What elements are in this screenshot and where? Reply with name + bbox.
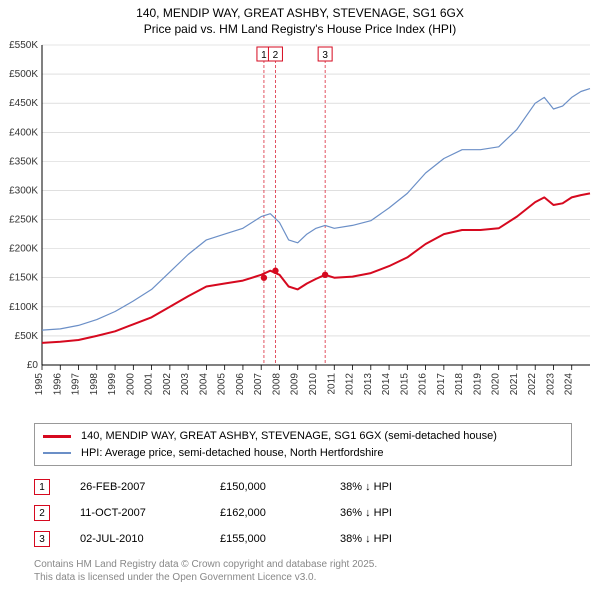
sale-marker-2: 2 xyxy=(34,505,50,521)
svg-text:£550K: £550K xyxy=(9,40,38,51)
sale-row: 3 02-JUL-2010 £155,000 38% ↓ HPI xyxy=(34,526,600,552)
title-line2: Price paid vs. HM Land Registry's House … xyxy=(144,22,456,36)
sale-row: 2 11-OCT-2007 £162,000 36% ↓ HPI xyxy=(34,500,600,526)
sale-date: 02-JUL-2010 xyxy=(80,533,220,545)
svg-text:2009: 2009 xyxy=(290,373,301,396)
footer-line1: Contains HM Land Registry data © Crown c… xyxy=(34,559,377,570)
svg-text:£50K: £50K xyxy=(15,331,39,342)
svg-text:2014: 2014 xyxy=(381,373,392,396)
sale-diff: 36% ↓ HPI xyxy=(340,507,460,519)
svg-text:2023: 2023 xyxy=(545,373,556,396)
svg-text:2000: 2000 xyxy=(125,373,136,396)
svg-text:2002: 2002 xyxy=(162,373,173,396)
legend-swatch-hpi xyxy=(43,452,71,454)
sale-marker-3: 3 xyxy=(34,531,50,547)
svg-text:3: 3 xyxy=(322,50,328,61)
svg-text:2012: 2012 xyxy=(345,373,356,396)
svg-text:2001: 2001 xyxy=(144,373,155,396)
svg-text:2010: 2010 xyxy=(308,373,319,396)
sale-marker-1: 1 xyxy=(34,479,50,495)
svg-text:2005: 2005 xyxy=(217,373,228,396)
svg-text:2: 2 xyxy=(273,50,279,61)
svg-text:2003: 2003 xyxy=(180,373,191,396)
svg-text:£450K: £450K xyxy=(9,98,38,109)
sale-price: £155,000 xyxy=(220,533,340,545)
chart-area: £0 £50K £100K £150K £200K £250K £300K £350K £400… xyxy=(0,37,600,417)
page: 140, MENDIP WAY, GREAT ASHBY, STEVENAGE,… xyxy=(0,0,600,584)
svg-text:1998: 1998 xyxy=(89,373,100,396)
svg-text:1996: 1996 xyxy=(52,373,63,396)
legend-item-paid: 140, MENDIP WAY, GREAT ASHBY, STEVENAGE,… xyxy=(43,428,563,445)
svg-text:£400K: £400K xyxy=(9,127,38,138)
svg-text:£300K: £300K xyxy=(9,186,38,197)
line-chart: £0 £50K £100K £150K £200K £250K £300K £350K £400… xyxy=(0,37,600,417)
svg-text:2004: 2004 xyxy=(198,373,209,396)
sale-price: £162,000 xyxy=(220,507,340,519)
svg-text:2019: 2019 xyxy=(472,373,483,396)
svg-text:2017: 2017 xyxy=(436,373,447,396)
sale-row: 1 26-FEB-2007 £150,000 38% ↓ HPI xyxy=(34,474,600,500)
sale-price: £150,000 xyxy=(220,481,340,493)
sale-date: 26-FEB-2007 xyxy=(80,481,220,493)
sale-diff: 38% ↓ HPI xyxy=(340,533,460,545)
svg-text:£100K: £100K xyxy=(9,302,38,313)
svg-text:£200K: £200K xyxy=(9,244,38,255)
svg-text:£150K: £150K xyxy=(9,273,38,284)
svg-text:£350K: £350K xyxy=(9,157,38,168)
svg-text:2007: 2007 xyxy=(253,373,264,396)
svg-text:2013: 2013 xyxy=(363,373,374,396)
svg-text:2006: 2006 xyxy=(235,373,246,396)
svg-text:2016: 2016 xyxy=(418,373,429,396)
sale-diff: 38% ↓ HPI xyxy=(340,481,460,493)
legend-item-hpi: HPI: Average price, semi-detached house,… xyxy=(43,445,563,462)
legend: 140, MENDIP WAY, GREAT ASHBY, STEVENAGE,… xyxy=(34,423,572,466)
svg-text:£500K: £500K xyxy=(9,69,38,80)
svg-text:2020: 2020 xyxy=(491,373,502,396)
legend-label-paid: 140, MENDIP WAY, GREAT ASHBY, STEVENAGE,… xyxy=(81,428,497,445)
svg-text:2008: 2008 xyxy=(271,373,282,396)
svg-text:1999: 1999 xyxy=(107,373,118,396)
svg-text:2024: 2024 xyxy=(564,373,575,396)
svg-text:2015: 2015 xyxy=(399,373,410,396)
legend-label-hpi: HPI: Average price, semi-detached house,… xyxy=(81,445,383,462)
svg-text:£250K: £250K xyxy=(9,215,38,226)
svg-text:2022: 2022 xyxy=(527,373,538,396)
svg-text:2011: 2011 xyxy=(326,373,337,395)
svg-text:£0: £0 xyxy=(27,360,39,371)
footer: Contains HM Land Registry data © Crown c… xyxy=(34,558,600,584)
svg-text:1: 1 xyxy=(261,50,267,61)
svg-text:2021: 2021 xyxy=(509,373,520,396)
footer-line2: This data is licensed under the Open Gov… xyxy=(34,572,316,583)
sale-date: 11-OCT-2007 xyxy=(80,507,220,519)
svg-text:1995: 1995 xyxy=(34,373,45,396)
title-line1: 140, MENDIP WAY, GREAT ASHBY, STEVENAGE,… xyxy=(136,6,464,20)
svg-text:1997: 1997 xyxy=(71,373,82,396)
svg-text:2018: 2018 xyxy=(454,373,465,396)
legend-swatch-paid xyxy=(43,435,71,438)
sales-table: 1 26-FEB-2007 £150,000 38% ↓ HPI 2 11-OC… xyxy=(34,474,600,552)
chart-title: 140, MENDIP WAY, GREAT ASHBY, STEVENAGE,… xyxy=(0,0,600,37)
